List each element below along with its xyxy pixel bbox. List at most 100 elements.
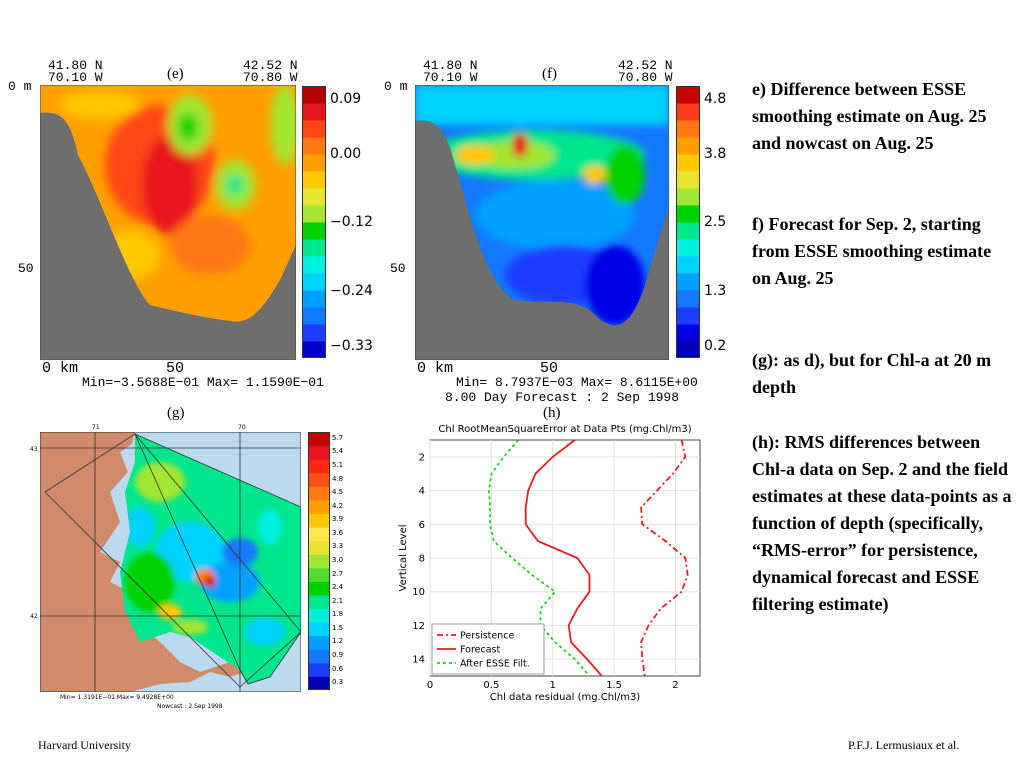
- f-colorbar-swatch: [676, 273, 700, 291]
- footer-authors: P.F.J. Lermusiaux et al.: [848, 738, 960, 752]
- g-colorbar-tick: 2.1: [332, 596, 344, 605]
- f-colorbar-swatch: [676, 324, 700, 342]
- f-colorbar-swatch: [676, 341, 700, 358]
- g-panel-label: (g): [167, 405, 185, 421]
- e-colorbar: [302, 86, 326, 358]
- e-colorbar-tick: 0.00: [330, 146, 362, 162]
- caption-e: e) Difference between ESSE smoothing est…: [752, 79, 987, 153]
- e-panel-label: (e): [167, 66, 184, 82]
- g-colorbar-swatch: [308, 567, 330, 582]
- f-left-coord: 41.80 N 70.10 W: [423, 58, 478, 85]
- caption-f: f) Forecast for Sep. 2, starting from ES…: [752, 214, 992, 288]
- g-colorbar-swatch: [308, 499, 330, 514]
- g-colorbar-swatch: [308, 540, 330, 555]
- f-section-plot: [415, 85, 669, 360]
- g-colorbar-tick: 3.6: [332, 528, 344, 537]
- g-colorbar-tick: 3.3: [332, 542, 344, 551]
- f-right-coord: 42.52 N 70.80 W: [618, 58, 673, 85]
- g-colorbar-tick: 0.6: [332, 664, 344, 673]
- h-panel-label: (h): [543, 405, 561, 421]
- f-colorbar-swatch: [676, 188, 700, 206]
- e-colorbar-swatch: [302, 239, 326, 257]
- h-y-tick-label: 6: [419, 520, 425, 531]
- e-depth-top: 0 m: [8, 79, 32, 94]
- h-series-line-3: [487, 439, 591, 677]
- g-colorbar-swatch: [308, 635, 330, 650]
- e-colorbar-swatch: [302, 137, 326, 155]
- g-colorbar-tick: 0.3: [332, 678, 344, 687]
- f-colorbar-tick: 0.2: [704, 338, 727, 354]
- h-x-tick-label: 0: [427, 680, 433, 691]
- g-colorbar-tick: 2.7: [332, 569, 344, 578]
- f-colorbar-swatch: [676, 154, 700, 172]
- e-colorbar-swatch: [302, 256, 326, 274]
- e-colorbar-swatch: [302, 273, 326, 291]
- h-y-tick-label: 12: [412, 621, 425, 632]
- g-colorbar-swatch: [308, 581, 330, 596]
- e-depth-mid: 50: [18, 261, 34, 276]
- e-colorbar-swatch: [302, 222, 326, 240]
- e-colorbar-swatch: [302, 341, 326, 358]
- g-colorbar-swatch: [308, 554, 330, 569]
- g-colorbar-swatch: [308, 676, 330, 690]
- e-colorbar-swatch: [302, 324, 326, 342]
- f-x-unit: 0 km: [417, 360, 454, 377]
- h-legend-label: Persistence: [460, 631, 514, 642]
- e-colorbar-swatch: [302, 290, 326, 308]
- f-colorbar-swatch: [676, 256, 700, 274]
- h-y-tick-label: 10: [412, 587, 425, 598]
- caption-g: (g): as d), but for Chl-a at 20 m depth: [752, 350, 992, 397]
- g-colorbar-tick: 1.2: [332, 637, 344, 646]
- h-legend-label: After ESSE Filt.: [460, 659, 530, 670]
- f-colorbar-tick: 4.8: [704, 91, 727, 107]
- g-colorbar-swatch: [308, 649, 330, 664]
- g-stats: Min= 1.3191E−01 Max= 9.4928E+00: [60, 694, 174, 701]
- f-colorbar-swatch: [676, 103, 700, 121]
- f-colorbar-tick: 1.3: [704, 283, 727, 299]
- e-colorbar-swatch: [302, 103, 326, 121]
- g-colorbar-tick: 5.7: [332, 433, 344, 442]
- g-colorbar-swatch: [308, 527, 330, 542]
- f-colorbar-tick: 2.5: [704, 214, 727, 230]
- g-colorbar-tick: 1.5: [332, 623, 344, 632]
- h-y-tick-label: 14: [412, 655, 425, 666]
- f-colorbar-swatch: [676, 137, 700, 155]
- g-colorbar-swatch: [308, 486, 330, 501]
- g-lon-tick: 71: [92, 424, 100, 431]
- g-map: [40, 432, 301, 692]
- h-legend-label: Forecast: [460, 645, 500, 656]
- f-colorbar-tick: 3.8: [704, 146, 727, 162]
- g-colorbar-swatch: [308, 513, 330, 528]
- h-series-line-2: [524, 439, 603, 677]
- e-x-unit: 0 km: [42, 360, 79, 377]
- h-chart-title: Chl RootMeanSquareError at Data Pts (mg.…: [438, 424, 691, 435]
- g-colorbar-tick: 5.1: [332, 460, 344, 469]
- g-colorbar-ticks: 5.7 5.4 5.1 4.8 4.5 4.2 3.9 3.6 3.3 3.0 2.7 2.4 2.1 1…: [332, 432, 372, 690]
- f-colorbar-swatch: [676, 205, 700, 223]
- h-x-tick-label: 2: [672, 680, 678, 691]
- g-colorbar-tick: 3.9: [332, 515, 344, 524]
- e-colorbar-swatch: [302, 120, 326, 138]
- f-depth-top: 0 m: [384, 79, 408, 94]
- e-left-coord: 41.80 N 70.10 W: [48, 58, 103, 85]
- f-colorbar-swatch: [676, 290, 700, 308]
- f-colorbar-swatch: [676, 239, 700, 257]
- g-colorbar-tick: 4.5: [332, 488, 344, 497]
- e-colorbar-swatch: [302, 188, 326, 206]
- e-stats: Min=−3.5688E−01 Max= 1.1590E−01: [82, 375, 324, 390]
- e-x-mid: 50: [166, 360, 185, 377]
- g-colorbar-tick: 4.2: [332, 501, 344, 510]
- g-lat-tick: 43: [30, 446, 38, 453]
- g-colorbar-swatch: [308, 608, 330, 623]
- h-rms-chart: Chl RootMeanSquareError at Data Pts (mg.…: [398, 424, 701, 703]
- h-x-tick-label: 1: [550, 680, 556, 691]
- f-colorbar-swatch: [676, 307, 700, 325]
- h-x-axis-label: Chl data residual (mg.Chl/m3): [490, 692, 641, 703]
- h-y-tick-label: 2: [419, 452, 425, 463]
- e-section-plot: [40, 85, 296, 360]
- e-colorbar-tick: 0.09: [330, 91, 362, 107]
- g-colorbar-swatch: [308, 662, 330, 677]
- h-y-tick-label: 8: [419, 554, 425, 565]
- h-y-tick-label: 4: [419, 486, 425, 497]
- g-lat-tick: 42: [30, 613, 38, 620]
